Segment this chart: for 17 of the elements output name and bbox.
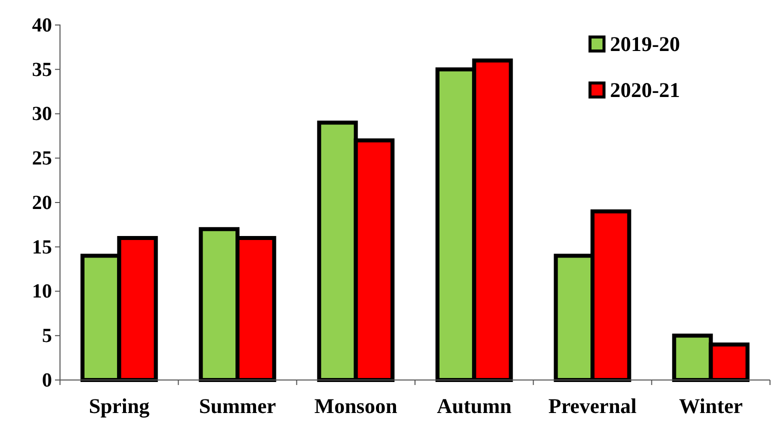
y-tick-label: 5 [42, 325, 52, 348]
y-tick-label: 10 [32, 280, 52, 303]
x-tick-label: Autumn [436, 394, 512, 418]
y-tick-label: 40 [32, 14, 52, 36]
y-tick-label: 35 [32, 58, 52, 81]
legend-label: 2019-20 [610, 32, 680, 56]
y-tick-label: 0 [42, 369, 52, 392]
x-tick-label: Winter [678, 394, 743, 418]
y-tick-label: 30 [32, 103, 52, 126]
y-tick-label: 25 [32, 148, 52, 170]
x-tick-label: Spring [88, 394, 150, 418]
y-tick-label: 15 [32, 236, 52, 258]
x-tick-label: Summer [199, 394, 276, 418]
legend-label: 2020-21 [610, 78, 680, 102]
y-tick-label: 20 [32, 192, 52, 214]
x-tick-label: Monsoon [314, 394, 398, 418]
x-tick-label: Prevernal [548, 394, 637, 418]
